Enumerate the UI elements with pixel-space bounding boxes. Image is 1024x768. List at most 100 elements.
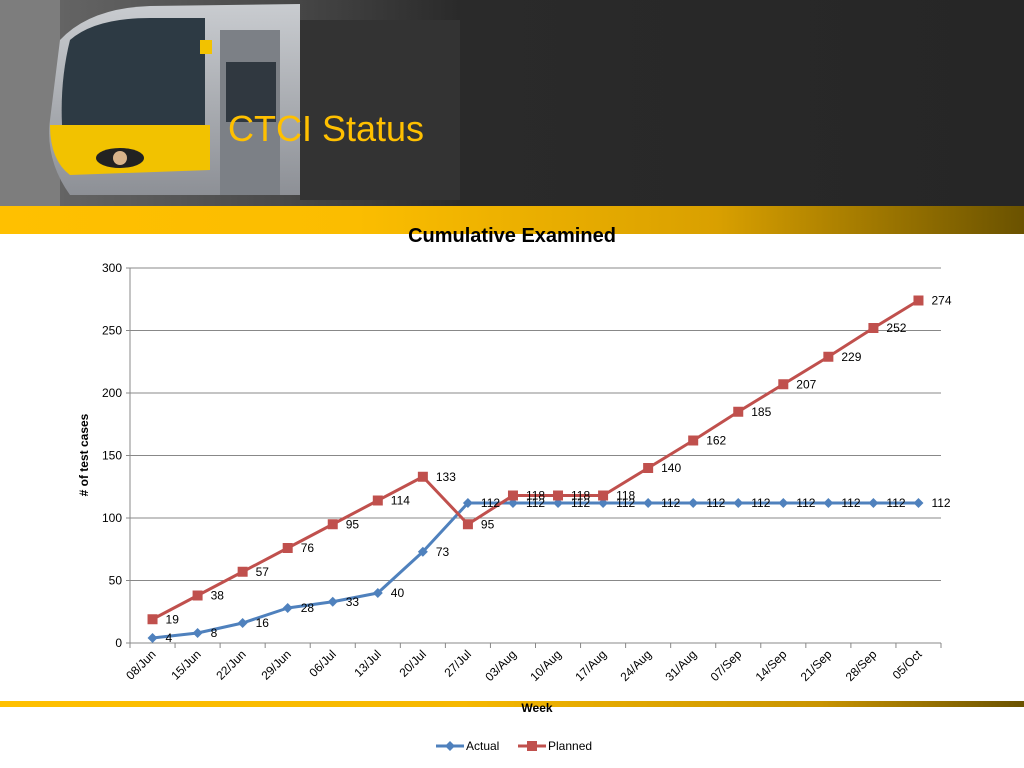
- marker-actual: [417, 546, 428, 557]
- marker-planned: [643, 463, 654, 473]
- data-label-actual: 40: [391, 586, 405, 600]
- gold-accent-band: [0, 206, 1024, 234]
- data-label-actual: 112: [931, 496, 950, 510]
- data-label-actual: 16: [256, 616, 270, 630]
- y-axis-title: # of test cases: [77, 413, 91, 496]
- x-tick-label: 07/Sep: [708, 647, 745, 684]
- marker-actual: [192, 628, 203, 638]
- data-label-planned: 57: [256, 565, 270, 579]
- x-tick-label: 21/Sep: [798, 647, 835, 684]
- x-tick-label: 28/Sep: [843, 647, 880, 684]
- marker-actual: [372, 588, 383, 598]
- marker-planned: [868, 323, 879, 333]
- x-tick-label: 22/Jun: [213, 647, 248, 682]
- y-tick-label: 250: [102, 324, 122, 338]
- marker-planned: [507, 490, 518, 501]
- data-label-planned: 252: [886, 321, 906, 335]
- data-label-planned: 114: [391, 494, 410, 508]
- marker-actual: [778, 498, 789, 508]
- marker-actual: [147, 633, 158, 643]
- data-label-planned: 38: [211, 589, 225, 603]
- marker-actual: [913, 498, 924, 508]
- gold-accent-line: [0, 701, 1024, 707]
- marker-actual: [237, 618, 248, 628]
- data-label-actual: 112: [841, 496, 860, 510]
- data-label-planned: 118: [616, 489, 635, 503]
- data-label-planned: 185: [751, 405, 771, 419]
- data-label-planned: 76: [301, 541, 315, 555]
- x-axis-ticks: 08/Jun 15/Jun 22/Jun 29/Jun 06/Jul 13/Jul 20/J…: [123, 643, 942, 684]
- data-label-actual: 33: [346, 595, 360, 609]
- data-label-planned: 19: [166, 612, 180, 626]
- marker-actual: [688, 498, 699, 508]
- x-tick-label: 05/Oct: [890, 647, 925, 682]
- data-label-actual: 112: [706, 496, 725, 510]
- legend-marker-planned: [527, 741, 537, 751]
- slide-header: CTCI Status: [0, 0, 1024, 206]
- marker-planned: [327, 519, 338, 530]
- data-label-planned: 140: [661, 461, 681, 475]
- marker-planned: [688, 435, 699, 446]
- data-label-actual: 112: [751, 496, 770, 510]
- y-tick-label: 200: [102, 386, 122, 400]
- x-tick-label: 08/Jun: [123, 647, 158, 682]
- marker-planned: [417, 471, 428, 482]
- marker-planned: [598, 490, 609, 501]
- slide-title: CTCI Status: [228, 108, 425, 149]
- x-tick-label: 27/Jul: [441, 647, 474, 680]
- x-tick-label: 13/Jul: [351, 647, 384, 680]
- marker-planned: [237, 566, 248, 577]
- marker-actual: [868, 498, 879, 508]
- data-label-actual: 112: [661, 496, 680, 510]
- marker-planned: [733, 406, 744, 417]
- marker-actual: [733, 498, 744, 508]
- legend-label-planned: Planned: [548, 739, 592, 753]
- x-tick-label: 24/Aug: [617, 647, 654, 684]
- marker-actual: [823, 498, 834, 508]
- data-label-actual: 112: [796, 496, 815, 510]
- y-axis-ticks: 0 50 100 150 200 250 300: [102, 261, 130, 650]
- data-label-planned: 118: [526, 489, 545, 503]
- x-tick-label: 03/Aug: [482, 647, 519, 684]
- marker-planned: [192, 590, 203, 601]
- marker-planned: [462, 519, 473, 530]
- data-label-actual: 4: [166, 631, 173, 645]
- y-tick-label: 300: [102, 261, 122, 275]
- data-label-actual: 8: [211, 626, 218, 640]
- series-line-actual: [152, 501, 919, 640]
- x-tick-label: 10/Aug: [527, 647, 564, 684]
- data-label-actual: 73: [436, 545, 450, 559]
- data-label-actual: 112: [616, 496, 635, 510]
- legend-marker-actual: [445, 741, 455, 751]
- marker-actual: [327, 596, 338, 607]
- x-tick-label: 14/Sep: [753, 647, 790, 684]
- data-label-actual: 112: [571, 496, 590, 510]
- data-label-actual: 112: [886, 496, 905, 510]
- legend-label-actual: Actual: [466, 739, 499, 753]
- data-label-planned: 133: [436, 470, 456, 484]
- series-lines: [151, 299, 920, 640]
- marker-actual: [462, 498, 473, 508]
- marker-planned: [553, 490, 564, 501]
- x-tick-label: 15/Jun: [168, 647, 203, 682]
- gridlines: [130, 267, 941, 581]
- marker-planned: [823, 351, 834, 362]
- marker-actual: [282, 603, 293, 613]
- data-label-planned: 207: [796, 377, 816, 391]
- y-tick-label: 100: [102, 511, 122, 525]
- x-tick-label: 31/Aug: [663, 647, 700, 684]
- series-line-planned: [151, 299, 920, 621]
- y-tick-label: 0: [115, 636, 122, 650]
- data-label-planned: 95: [346, 517, 360, 531]
- marker-planned: [778, 379, 789, 390]
- data-label-planned: 162: [706, 434, 726, 448]
- data-label-planned: 229: [841, 350, 861, 364]
- data-label-planned: 274: [931, 294, 951, 308]
- marker-actual: [643, 498, 654, 508]
- chart-legend: Actual Planned: [436, 739, 592, 753]
- x-tick-label: 20/Jul: [396, 647, 429, 680]
- series-markers: [147, 295, 924, 643]
- marker-planned: [282, 543, 293, 553]
- data-label-actual: 28: [301, 601, 315, 615]
